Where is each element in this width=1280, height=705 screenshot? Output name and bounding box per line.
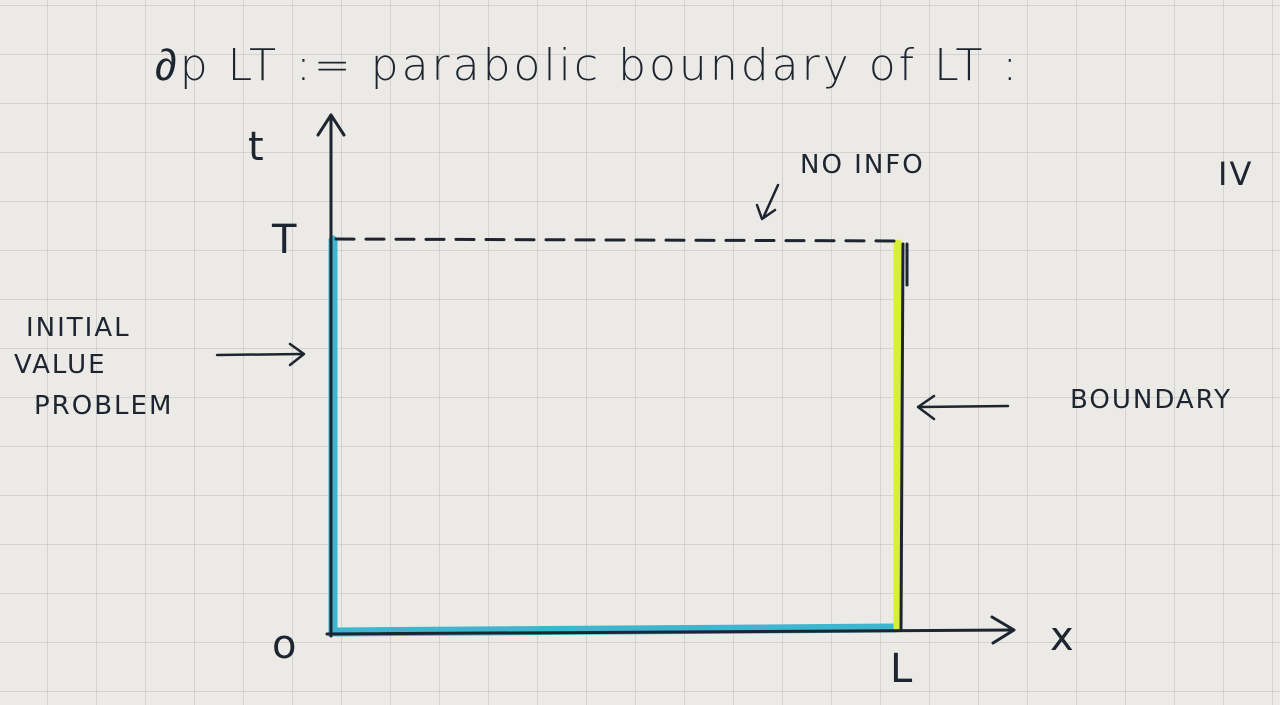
x-axis-line [325, 628, 1014, 636]
ivp-label-line1: INITIAL [26, 313, 131, 343]
boundary-arrowhead [916, 394, 936, 421]
no-info-arrowhead [755, 203, 777, 221]
L-mark-label: L [890, 646, 913, 692]
ivp-label-line2: VALUE [14, 350, 107, 380]
ivp-label-line3: PROBLEM [34, 391, 173, 421]
no-info-label: NO INFO [800, 150, 925, 180]
x-axis-label: x [1050, 614, 1074, 660]
right-edge-line [899, 242, 905, 632]
t-axis-label: t [248, 124, 264, 170]
t-axis-arrowhead [316, 113, 346, 137]
iv-label: IV [1218, 155, 1253, 193]
initial-value-highlight [328, 235, 902, 637]
x-axis-arrowhead [990, 615, 1016, 645]
origin-label: o [272, 622, 296, 668]
boundary-label: BOUNDARY [1070, 385, 1232, 415]
boundary-arrow [918, 404, 1010, 409]
top-dashed-line [334, 237, 907, 243]
no-info-arrow [762, 183, 780, 218]
ivp-arrow [215, 352, 305, 357]
ivp-arrowhead [288, 342, 306, 367]
T-mark-label: T [271, 217, 297, 263]
diagram-title: ∂p LT := parabolic boundary of LT : [155, 40, 1020, 91]
